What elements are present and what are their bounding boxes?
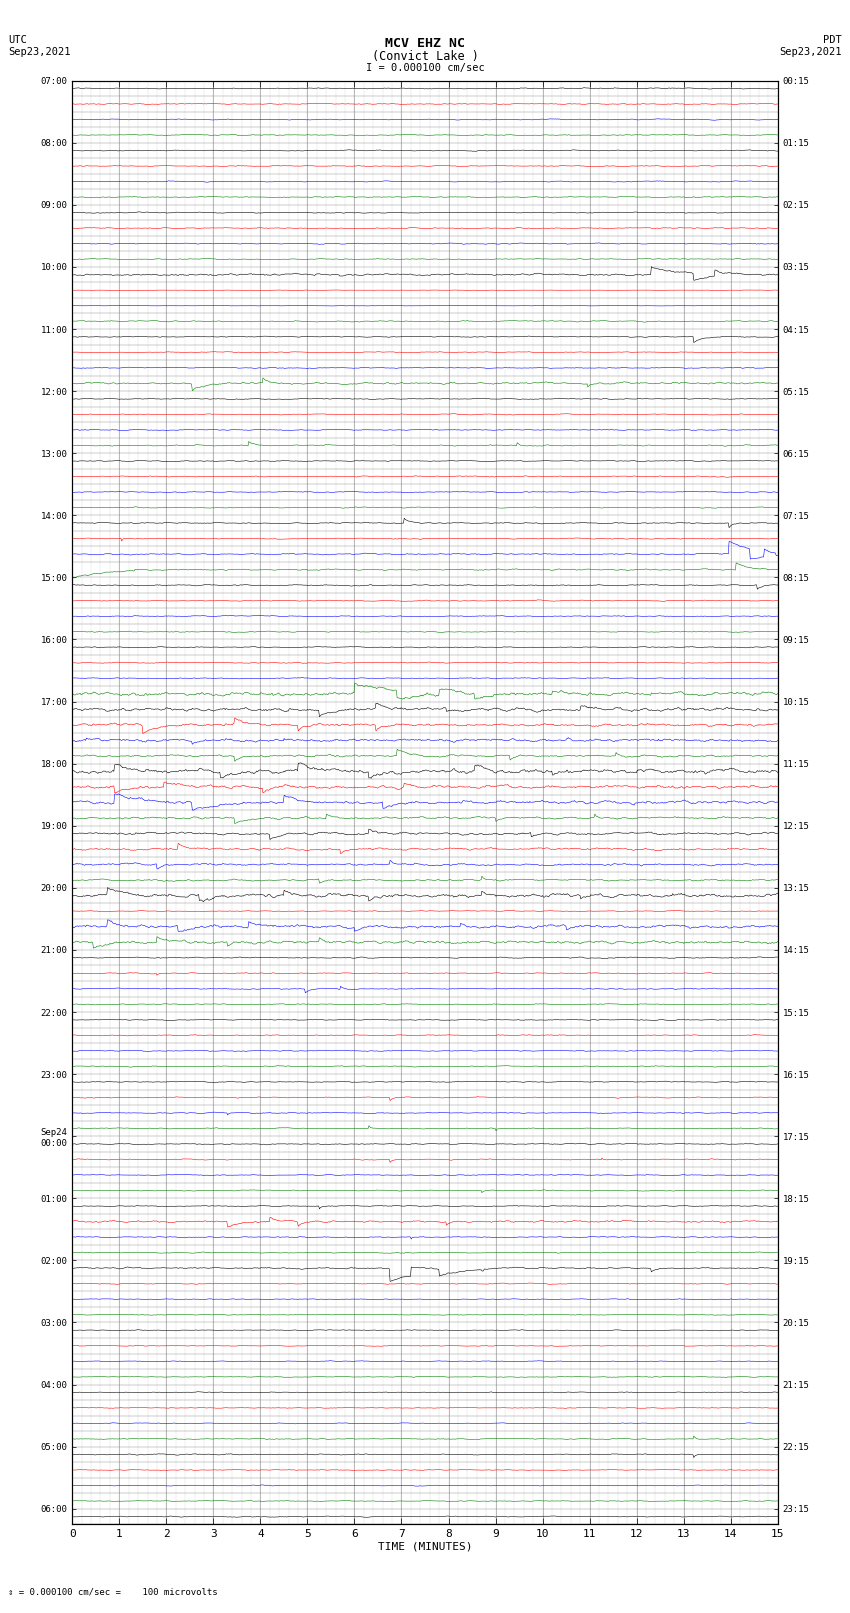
Text: (Convict Lake ): (Convict Lake ) xyxy=(371,50,479,63)
Text: MCV EHZ NC: MCV EHZ NC xyxy=(385,37,465,50)
Text: ⇕ = 0.000100 cm/sec =    100 microvolts: ⇕ = 0.000100 cm/sec = 100 microvolts xyxy=(8,1587,218,1597)
Text: I = 0.000100 cm/sec: I = 0.000100 cm/sec xyxy=(366,63,484,73)
Text: PDT: PDT xyxy=(823,35,842,45)
Text: Sep23,2021: Sep23,2021 xyxy=(8,47,71,56)
Text: UTC: UTC xyxy=(8,35,27,45)
Text: Sep23,2021: Sep23,2021 xyxy=(779,47,842,56)
X-axis label: TIME (MINUTES): TIME (MINUTES) xyxy=(377,1542,473,1552)
